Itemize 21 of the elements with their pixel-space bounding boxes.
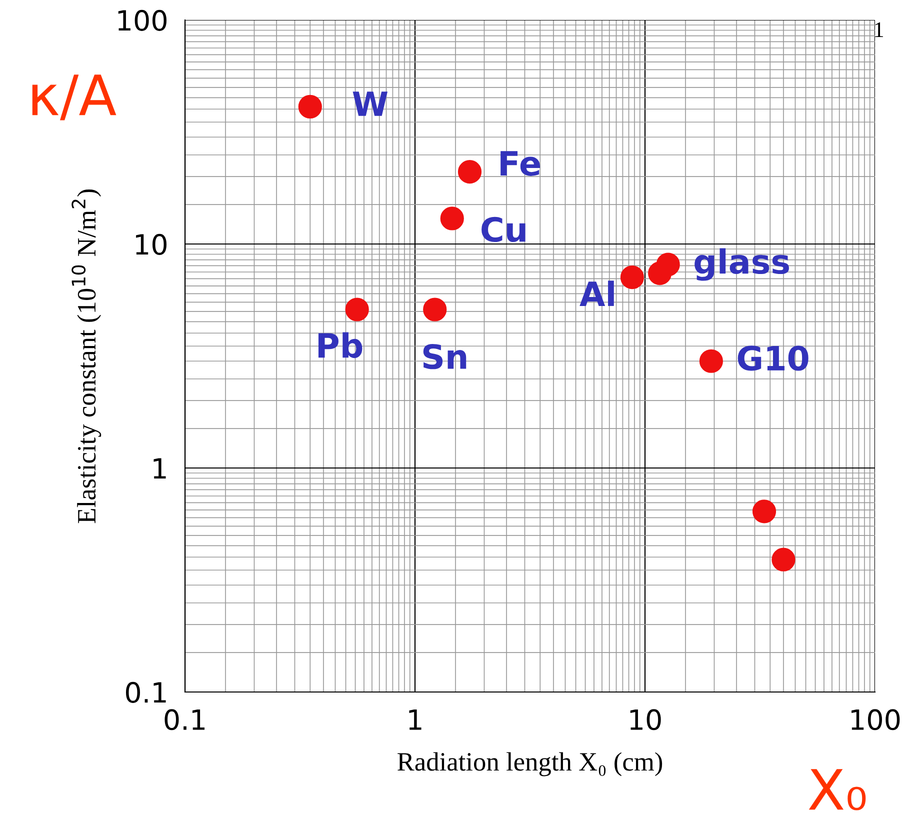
x-tick-label: 0.1 [164,709,205,730]
annotation: G10 [738,346,808,371]
y-tick-label: 0.1 [126,682,166,703]
annotation: Cu [482,216,526,242]
x-tick-label: 100 [852,709,900,730]
text: 1 [875,22,883,37]
x-tick-label: 1 [409,710,422,730]
y-axis-title: Elasticity constant (10$^{10}$ N/m$^{2}$) [72,190,102,524]
x-tick-label: 10 [630,709,661,730]
x-axis-title: Radiation length X₀ (cm) [398,752,662,776]
y-tick-label: 100 [118,10,166,31]
text: X₀ [808,769,866,810]
annotation: W [352,92,388,116]
annotation: Sn [423,344,466,370]
y-tick-label: 1 [154,458,166,479]
annotation: glass [694,248,789,281]
y-tick-label: 10 [136,234,166,255]
text: κ/A [32,74,116,120]
annotation: Fe [500,151,540,176]
annotation: Al [580,280,614,306]
annotation: Pb [318,332,362,358]
